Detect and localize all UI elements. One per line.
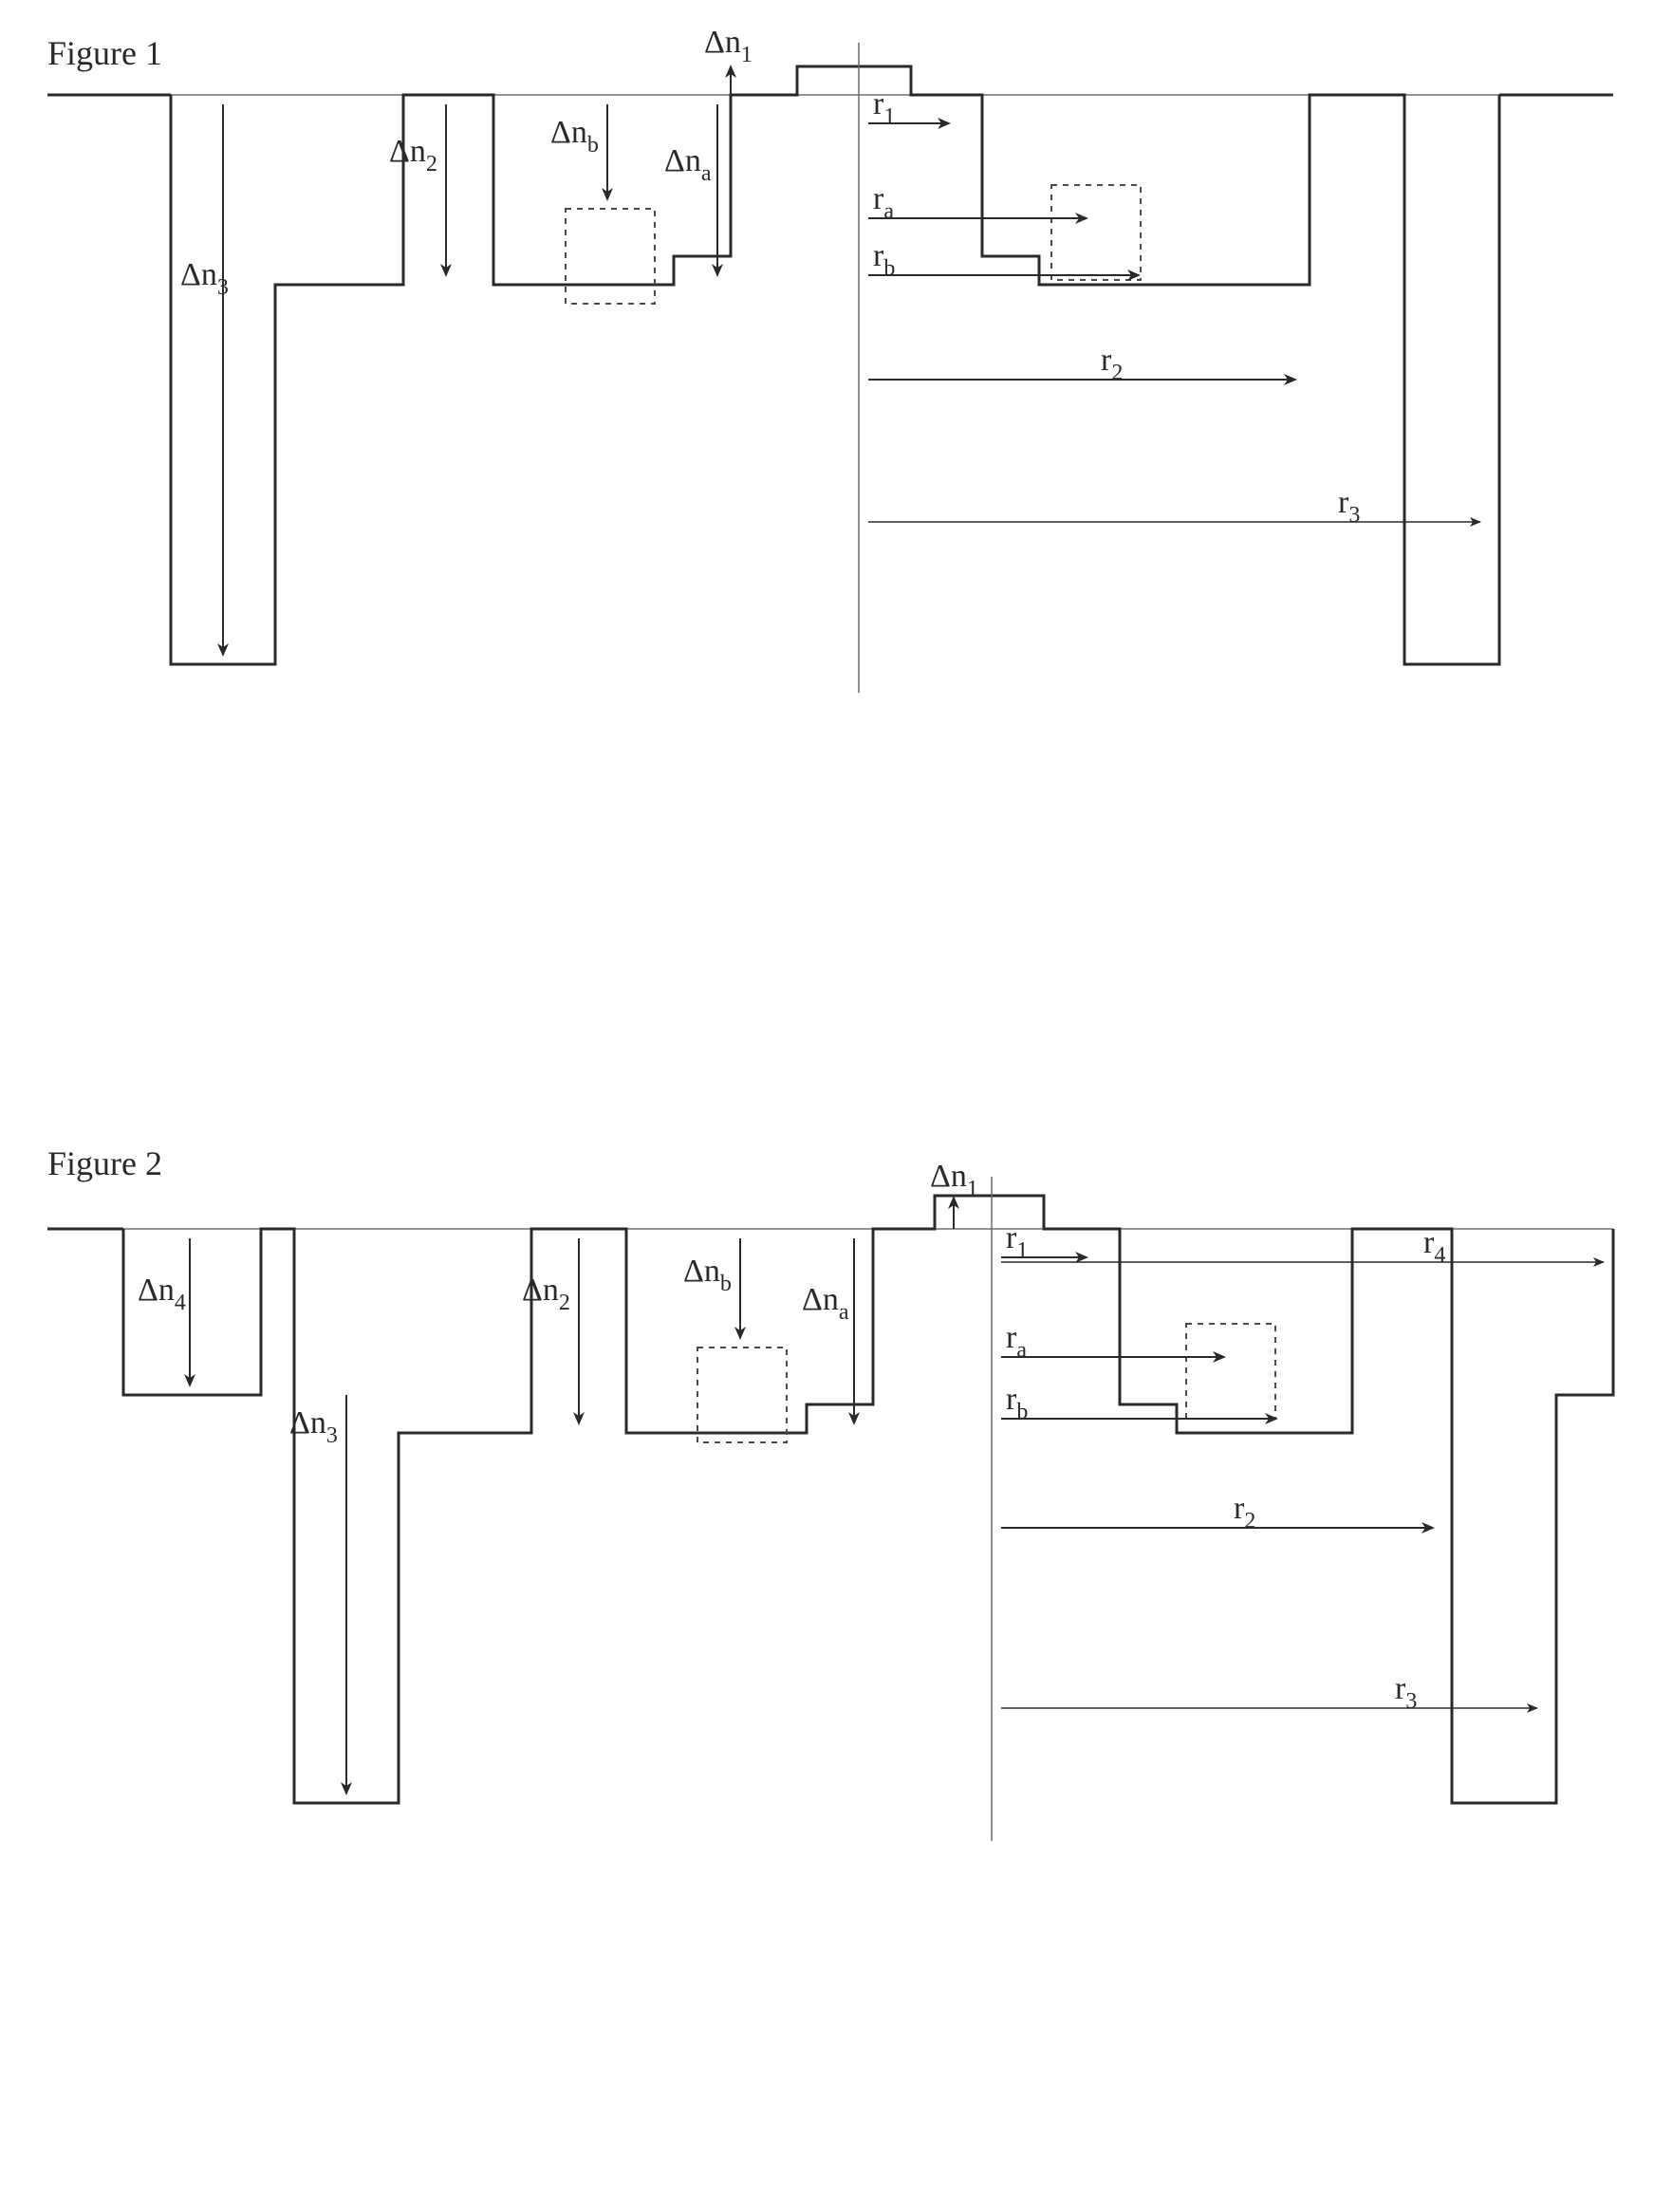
svg-text:Δn3: Δn3: [180, 257, 229, 300]
svg-text:Δn2: Δn2: [522, 1273, 570, 1315]
svg-text:Δn2: Δn2: [389, 134, 437, 177]
diagram-svg: Δn1ΔnaΔnbΔn2Δn3r1rarbr2r3Δn1ΔnaΔnbΔn2Δn3…: [0, 0, 1654, 2212]
svg-text:Δnb: Δnb: [683, 1254, 732, 1296]
svg-text:Δn1: Δn1: [704, 25, 753, 67]
svg-text:Δnb: Δnb: [550, 115, 599, 158]
svg-text:Δna: Δna: [802, 1282, 849, 1325]
svg-text:Δn4: Δn4: [138, 1273, 186, 1315]
svg-text:Δn3: Δn3: [289, 1405, 338, 1448]
svg-text:Δna: Δna: [664, 143, 712, 186]
